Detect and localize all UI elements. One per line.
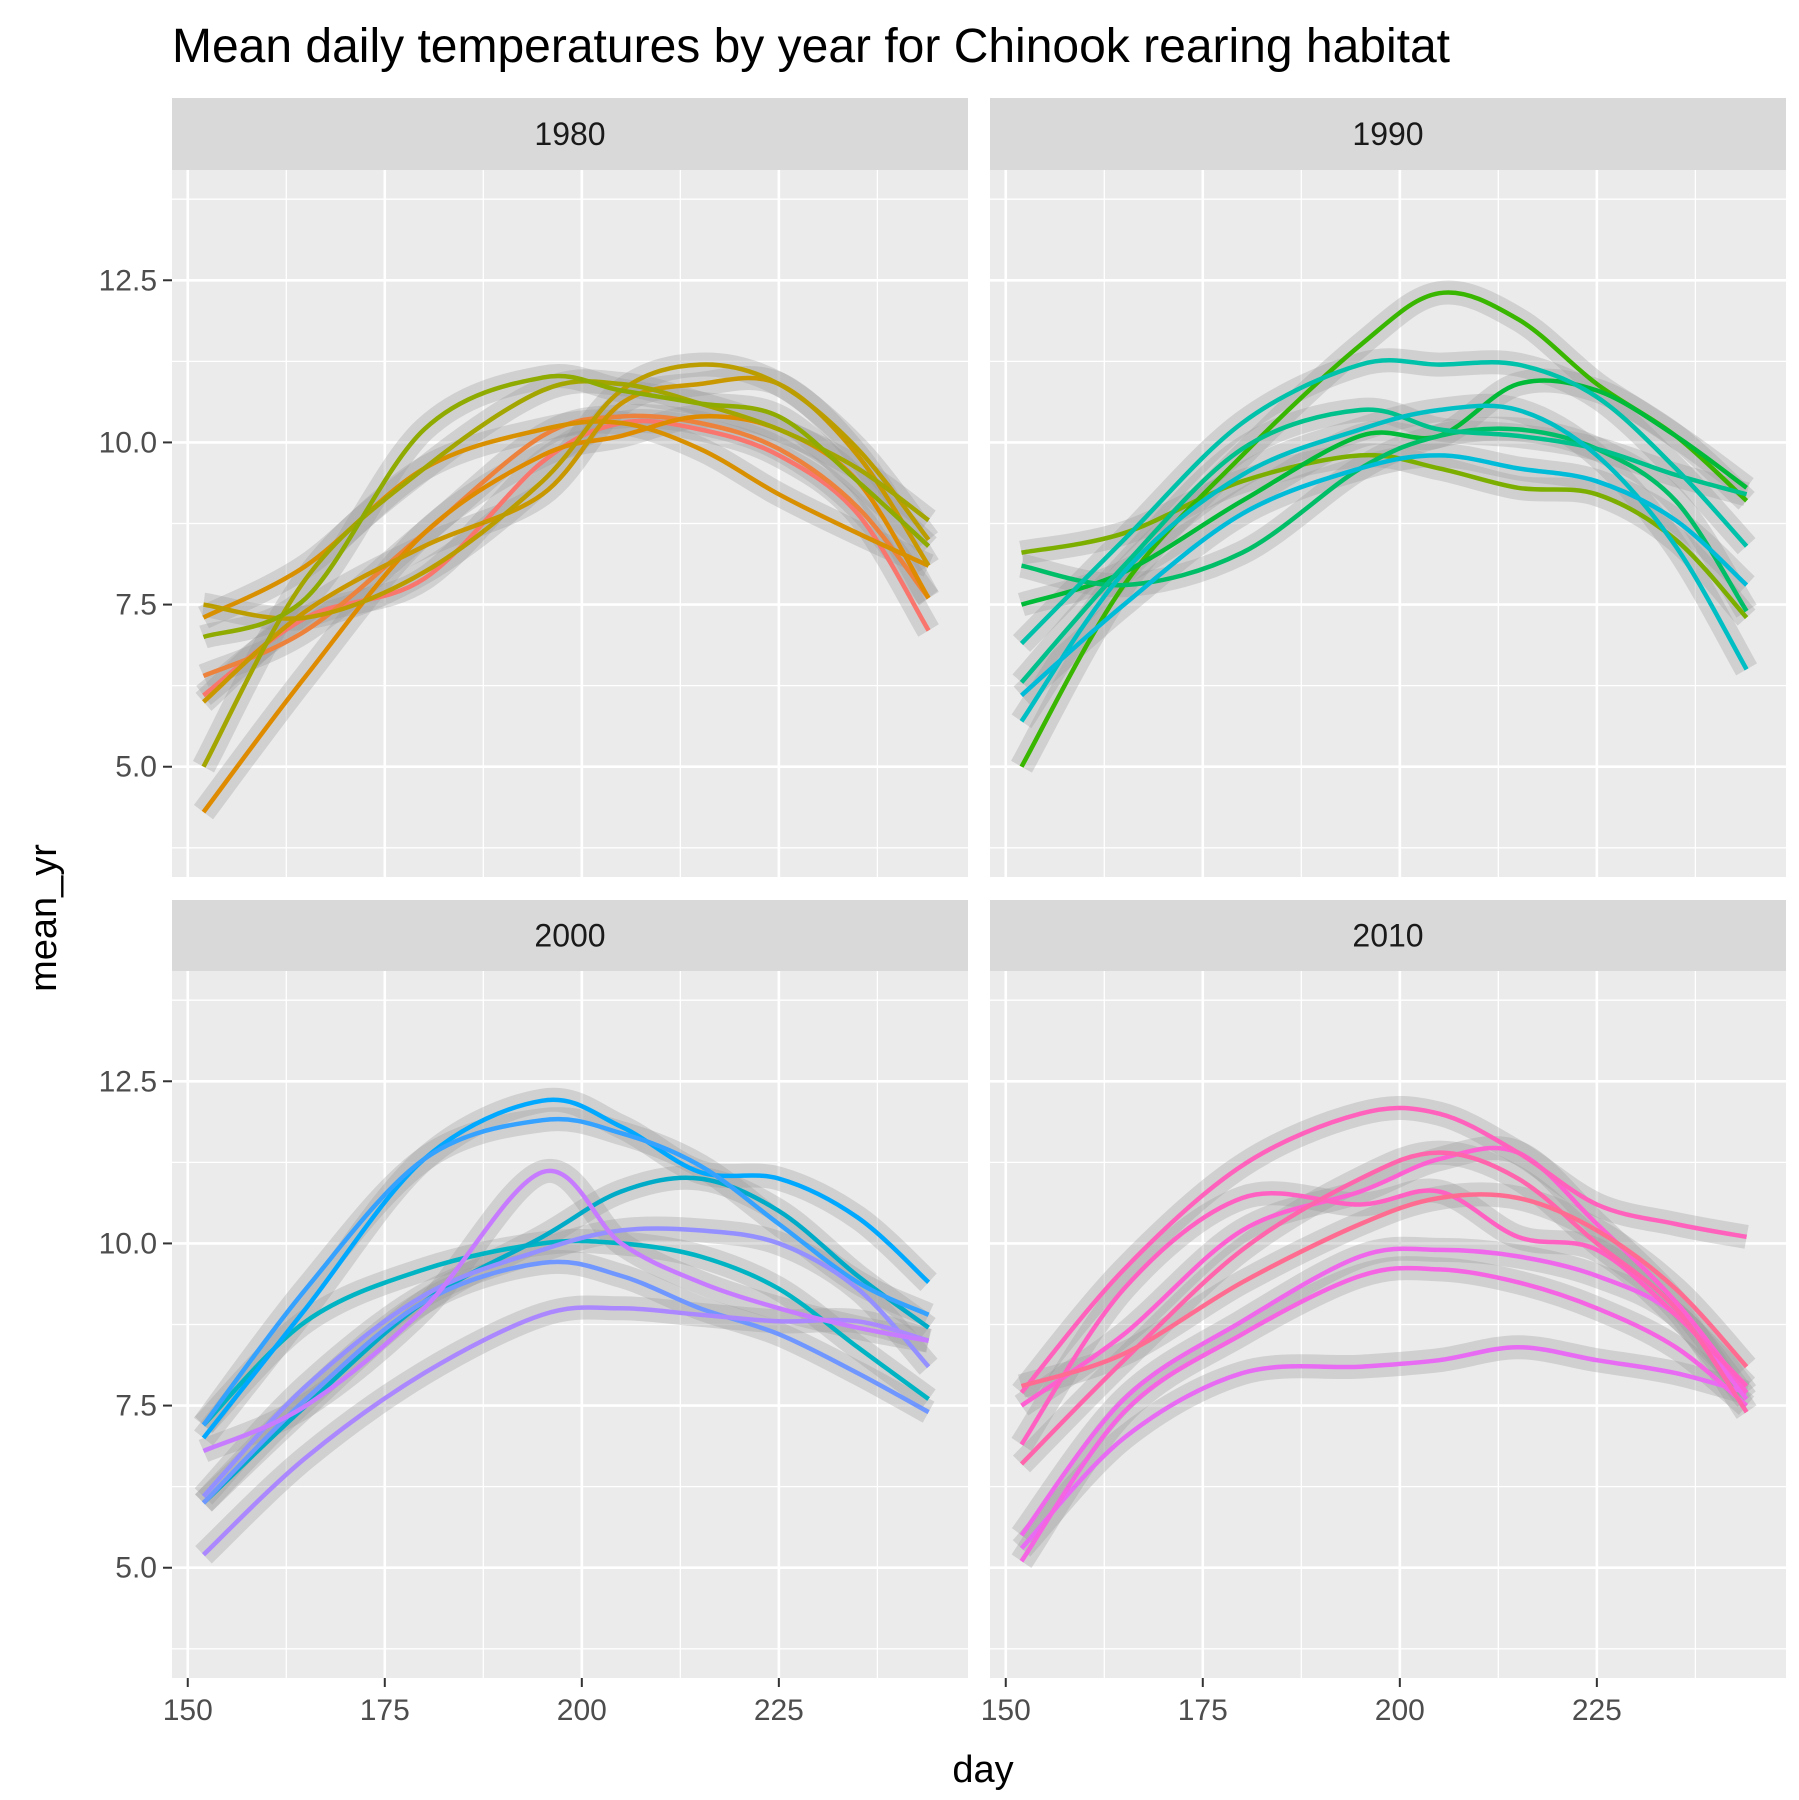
y-tick-label: 7.5 bbox=[115, 589, 157, 622]
y-tick-label: 5.0 bbox=[115, 751, 157, 784]
x-tick-label: 150 bbox=[163, 1694, 213, 1727]
x-tick-label: 200 bbox=[1375, 1694, 1425, 1727]
series-line-2010-4 bbox=[1020, 1145, 1749, 1408]
series-line-2000-1 bbox=[201, 1238, 930, 1427]
series-lines bbox=[201, 1097, 931, 1557]
series-line-1980-1 bbox=[202, 418, 931, 698]
chart-title: Mean daily temperatures by year for Chin… bbox=[172, 20, 1450, 73]
facet-strip-label: 2000 bbox=[534, 918, 605, 954]
series-line-1980-6 bbox=[203, 362, 931, 621]
x-tick-label: 225 bbox=[754, 1694, 804, 1727]
facet-panel-2000: 2000 5.0 7.5 10.0 12.5 150 175 200 225 bbox=[99, 900, 968, 1727]
facet-strip-label: 2010 bbox=[1352, 918, 1423, 954]
y-tick-label: 7.5 bbox=[115, 1390, 157, 1423]
series-line-2010-3 bbox=[1019, 1246, 1749, 1537]
series-line-1990-7 bbox=[1019, 403, 1749, 723]
series-line-2000-4 bbox=[201, 1116, 930, 1427]
series-lines bbox=[201, 362, 931, 814]
series-line-1980-5 bbox=[202, 375, 931, 704]
facet-panel-1990: 1990 bbox=[990, 98, 1786, 877]
facet-strip bbox=[172, 900, 968, 971]
facet-panel-2010: 2010 150 175 200 225 bbox=[981, 900, 1786, 1727]
series-line-1990-1 bbox=[1021, 452, 1749, 620]
series-line-2010-1 bbox=[1019, 1344, 1748, 1550]
x-axis-title: day bbox=[952, 1749, 1013, 1791]
series-line-2000-2 bbox=[201, 1175, 930, 1505]
facet-strip-label: 1990 bbox=[1352, 116, 1423, 152]
y-tick-label: 10.0 bbox=[99, 1227, 157, 1260]
facet-strip bbox=[172, 98, 968, 170]
facet-strip bbox=[990, 900, 1786, 971]
y-tick-label: 5.0 bbox=[115, 1552, 157, 1585]
series-line-2000-5 bbox=[201, 1259, 930, 1505]
y-tick-label: 12.5 bbox=[99, 264, 157, 297]
series-line-2000-8 bbox=[202, 1168, 929, 1454]
x-tick-label: 200 bbox=[557, 1694, 607, 1727]
facet-strip bbox=[990, 98, 1786, 170]
x-tick-label: 150 bbox=[981, 1694, 1031, 1727]
series-line-1990-6 bbox=[1019, 358, 1749, 646]
series-line-1990-5 bbox=[1019, 407, 1748, 684]
x-tick-label: 175 bbox=[360, 1694, 410, 1727]
series-line-2010-5 bbox=[1019, 1188, 1749, 1446]
x-tick-label: 225 bbox=[1572, 1694, 1622, 1727]
series-line-2010-2 bbox=[1019, 1265, 1749, 1563]
series-lines bbox=[1019, 1105, 1749, 1563]
gridlines bbox=[172, 170, 968, 877]
series-line-2000-3 bbox=[201, 1097, 931, 1440]
series-line-1980-8 bbox=[202, 373, 931, 640]
facet-panel-1980: 1980 5.0 7.5 10.0 12.5 bbox=[99, 98, 968, 877]
y-tick-label: 10.0 bbox=[99, 426, 157, 459]
y-axis-title: mean_yr bbox=[23, 844, 65, 992]
series-line-2000-6 bbox=[201, 1226, 931, 1498]
series-line-2010-8 bbox=[1020, 1192, 1749, 1389]
series-line-1990-8 bbox=[1020, 453, 1749, 698]
series-line-2010-6 bbox=[1019, 1105, 1747, 1395]
facet-strip-label: 1980 bbox=[534, 116, 605, 152]
y-tick-label: 12.5 bbox=[99, 1065, 157, 1098]
series-lines bbox=[1019, 290, 1749, 768]
facet-grid: 1980 5.0 7.5 10.0 12.5 1990 2000 5.0 7.5 10.0 12.5… bbox=[99, 98, 1786, 1727]
x-tick-label: 175 bbox=[1178, 1694, 1228, 1727]
